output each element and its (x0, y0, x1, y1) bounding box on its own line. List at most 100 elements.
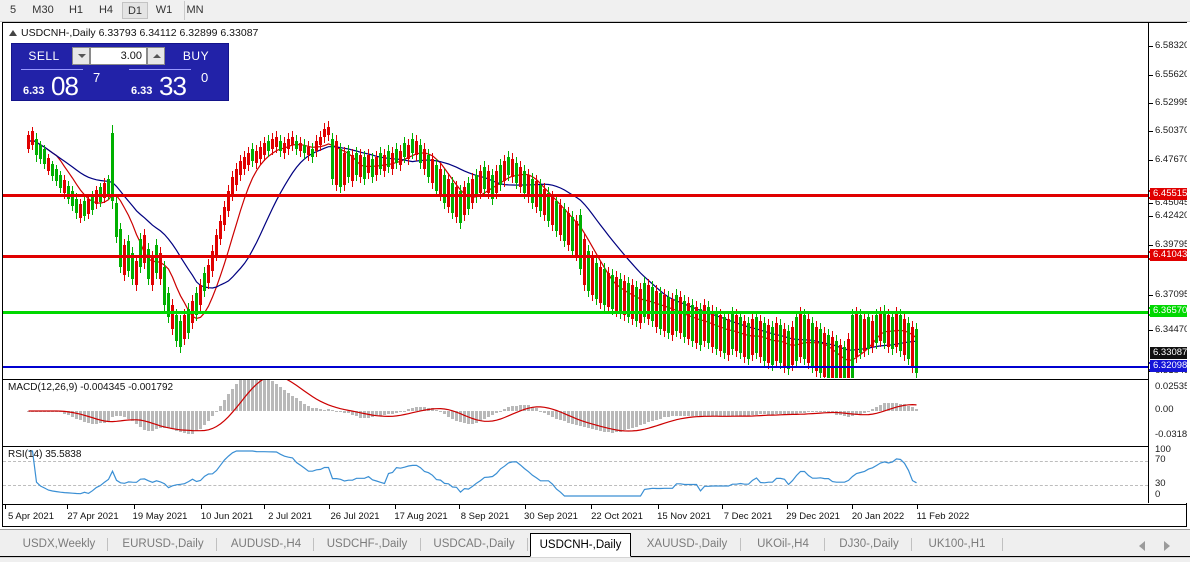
macd-bar (899, 403, 902, 411)
price-marker-handle[interactable] (1149, 362, 1152, 371)
chart-tab-ukoil-h4[interactable]: UKOil-,H4 (757, 538, 809, 550)
macd-bar (823, 411, 826, 412)
chart-tab-usdchf-daily[interactable]: USDCHF-,Daily (326, 538, 408, 550)
rsi-path (28, 450, 917, 497)
macd-scale-label: 0.025357 (1155, 381, 1187, 392)
candle-body (139, 239, 142, 267)
volume-increment-button[interactable] (147, 47, 165, 65)
price-tick (1149, 131, 1153, 132)
tab-separator (1002, 538, 1003, 551)
buy-price-quote[interactable]: 6.33 33 0 (123, 69, 228, 101)
volume-stepper[interactable]: 3.00 (72, 47, 165, 65)
chart-tab-dj30-daily[interactable]: DJ30-,Daily (839, 538, 899, 550)
macd-bar (391, 411, 394, 414)
macd-bar (251, 380, 254, 411)
timeframe-5[interactable]: 5 (9, 4, 17, 16)
macd-bar (243, 380, 246, 411)
chart-tab-xauusd-daily[interactable]: XAUUSD-,Daily (646, 538, 728, 550)
macd-bar (667, 411, 670, 417)
candle-body (343, 153, 346, 185)
macd-bar (447, 411, 450, 417)
sell-price-quote[interactable]: 6.33 08 7 (15, 69, 120, 101)
chart-tab-eurusd-daily[interactable]: EURUSD-,Daily (122, 538, 204, 550)
time-axis-label: 2 Jul 2021 (268, 511, 312, 522)
chart-tab-usdcad-daily[interactable]: USDCAD-,Daily (433, 538, 515, 550)
time-axis-label: 10 Jun 2021 (200, 511, 254, 522)
macd-scale-label: 0.00 (1155, 404, 1174, 415)
candle-body (367, 155, 370, 173)
tab-scroll-left-icon[interactable] (1139, 541, 1145, 551)
one-click-trade-panel[interactable]: SELL 3.00 BUY 6.33 08 7 6.33 33 0 (11, 43, 229, 101)
candle-body (459, 191, 462, 223)
sell-button[interactable]: SELL (28, 49, 60, 63)
candle-body (623, 281, 626, 315)
support-line[interactable] (3, 311, 1148, 314)
macd-bar (787, 411, 790, 415)
candle-body (479, 171, 482, 193)
resistance-line[interactable] (3, 255, 1148, 258)
macd-bar (311, 407, 314, 411)
macd-bar (631, 411, 634, 428)
price-marker-handle[interactable] (1149, 251, 1152, 260)
macd-bar (743, 411, 746, 416)
candle-body (723, 317, 726, 353)
macd-pane[interactable]: MACD(12,26,9) -0.004345 -0.001792 (3, 379, 1148, 445)
time-axis-label: 22 Oct 2021 (591, 511, 643, 522)
volume-input[interactable]: 3.00 (90, 47, 147, 65)
candle-body (619, 279, 622, 313)
candle-body (707, 307, 710, 343)
macd-bar (619, 411, 622, 432)
resistance-line[interactable] (3, 194, 1148, 197)
rsi-pane[interactable]: RSI(14) 35.5838 (3, 446, 1148, 504)
timeframe-w1[interactable]: W1 (155, 4, 173, 16)
macd-bar (167, 411, 170, 428)
candle-body (183, 315, 186, 339)
price-marker-handle[interactable] (1149, 190, 1152, 199)
macd-bar (783, 411, 786, 415)
buy-button[interactable]: BUY (182, 49, 210, 63)
macd-bar (127, 411, 130, 419)
chart-tab-audusd-h4[interactable]: AUDUSD-,H4 (230, 538, 302, 550)
macd-bar (503, 408, 506, 411)
macd-bar (319, 409, 322, 411)
macd-bar (567, 411, 570, 423)
macd-bar (715, 411, 718, 417)
macd-bar (495, 411, 498, 413)
macd-bar (407, 409, 410, 411)
volume-decrement-button[interactable] (72, 47, 90, 65)
timeframe-mn[interactable]: MN (186, 4, 204, 16)
candle-body (907, 323, 910, 359)
time-axis-label: 17 Aug 2021 (394, 511, 448, 522)
price-pane[interactable]: USDCNH-,Daily 6.33793 6.34112 6.32899 6.… (3, 23, 1148, 378)
tab-scroll-right-icon[interactable] (1164, 541, 1170, 551)
buy-quote-prefix: 6.33 (131, 85, 153, 97)
macd-bar (335, 411, 338, 412)
collapse-triangle-icon[interactable] (9, 30, 17, 37)
price-tick (1149, 216, 1153, 217)
timeframe-m30[interactable]: M30 (32, 4, 54, 16)
chart-frame: USDCNH-,Daily 6.33793 6.34112 6.32899 6.… (2, 22, 1187, 527)
price-tick (1149, 295, 1153, 296)
timeframe-h4[interactable]: H4 (98, 4, 114, 16)
candle-body (143, 235, 146, 263)
macd-bar (399, 411, 402, 413)
macd-bar (763, 411, 766, 415)
macd-bar (559, 411, 562, 421)
chart-tab-usdx-weekly[interactable]: USDX,Weekly (22, 538, 96, 550)
candle-body (115, 203, 118, 237)
macd-bar (891, 403, 894, 411)
candle-body (507, 157, 510, 175)
timeframe-d1[interactable]: D1 (122, 2, 148, 19)
candle-body (671, 299, 674, 335)
price-marker-handle[interactable] (1149, 307, 1152, 316)
bid-price-line[interactable] (3, 366, 1148, 368)
chart-tab-uk100-h1[interactable]: UK100-,H1 (928, 538, 986, 550)
candle-body (859, 315, 862, 353)
candle-body (827, 335, 830, 378)
chart-tab-usdcnh-daily[interactable]: USDCNH-,Daily (530, 533, 631, 557)
price-scale[interactable]: 6.58320 6.55620 6.52995 6.50370 6.47670 6.450… (1148, 23, 1187, 503)
timeframe-h1[interactable]: H1 (68, 4, 84, 16)
candle-body (403, 143, 406, 157)
candle-body (611, 275, 614, 309)
candle-body (807, 319, 810, 363)
